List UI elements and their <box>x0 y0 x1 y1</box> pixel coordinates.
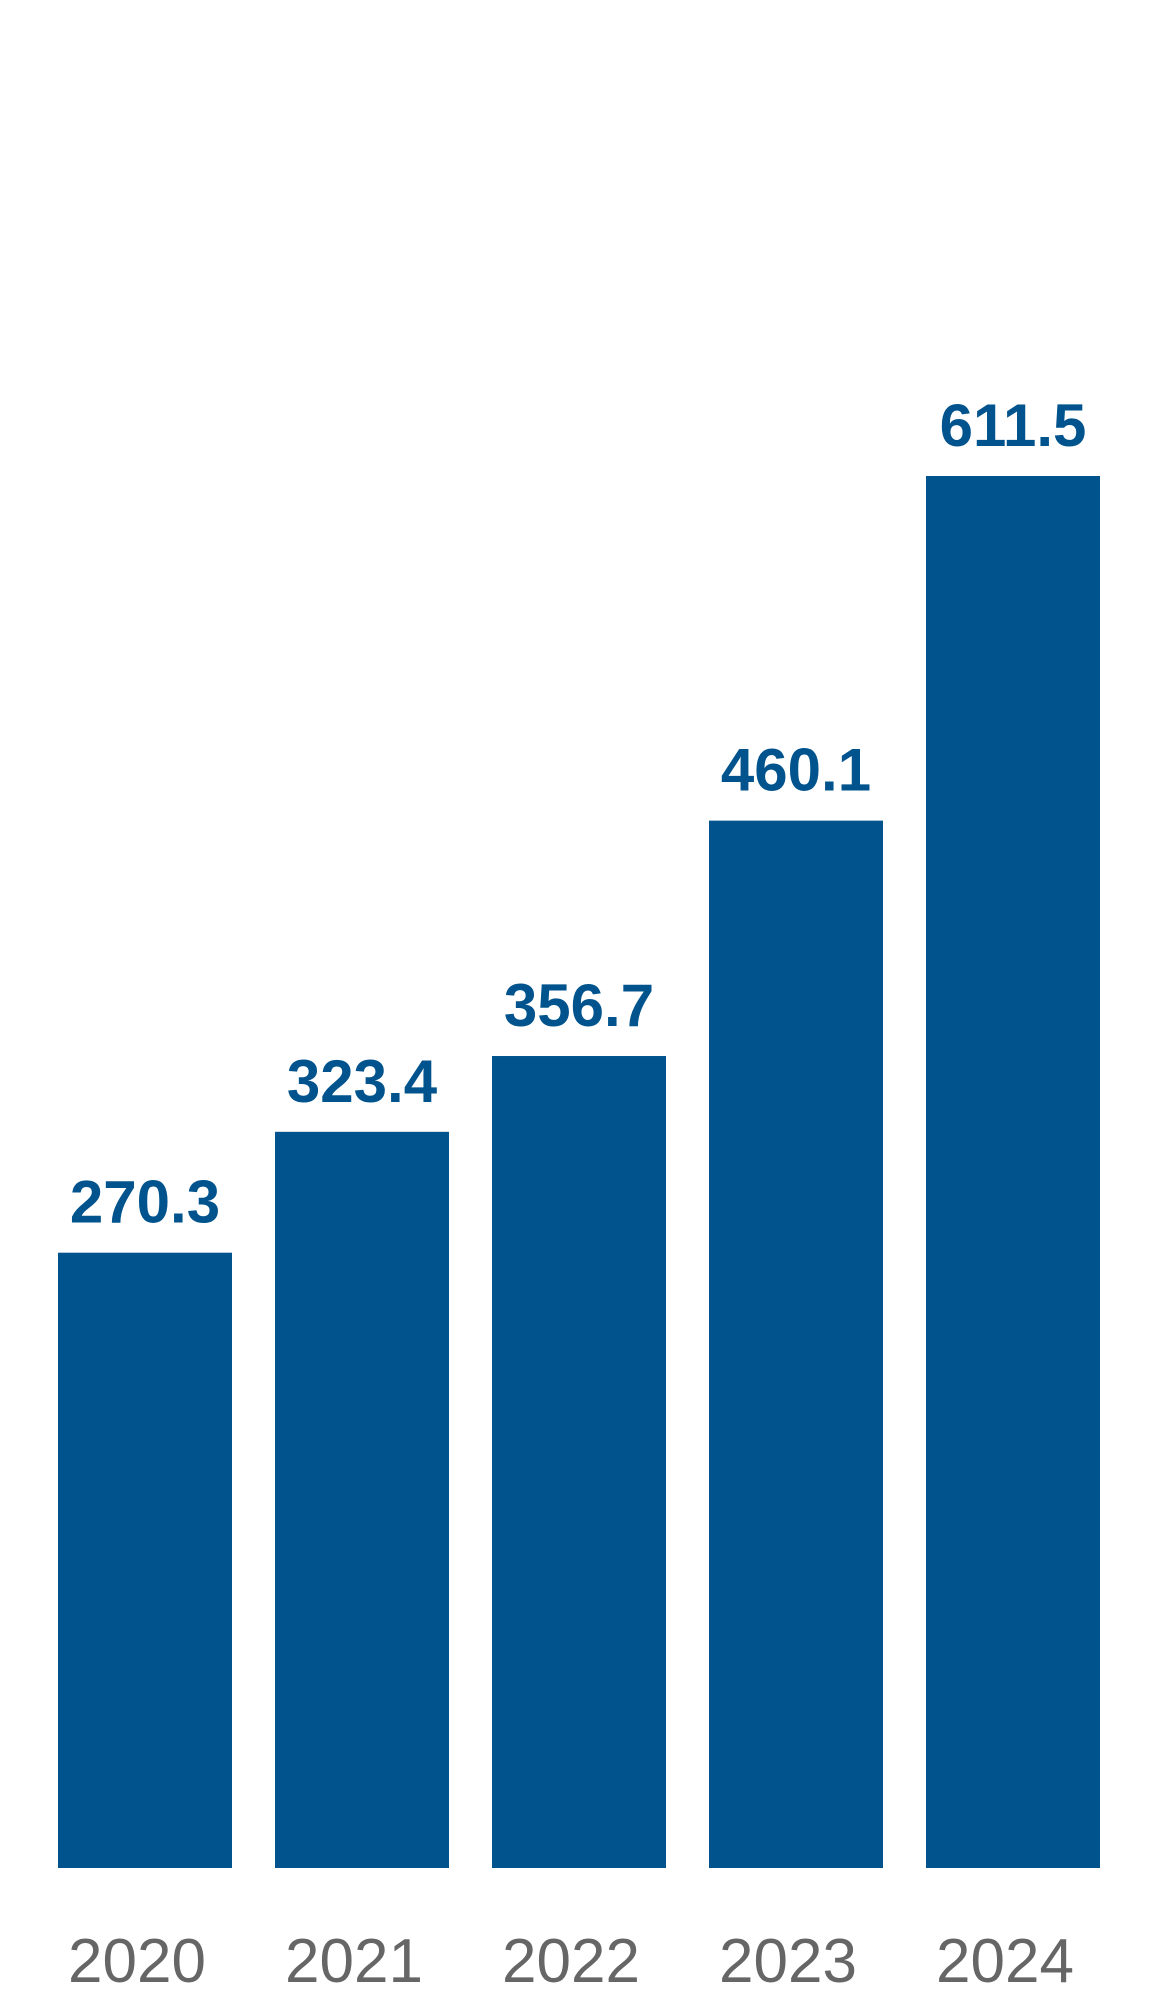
bar-2024 <box>926 476 1100 1868</box>
bar-2022 <box>492 1056 666 1868</box>
x-tick-label-2023: 2023 <box>719 1927 857 1996</box>
data-label-2022: 356.7 <box>504 972 654 1039</box>
bars-group <box>58 476 1100 1868</box>
x-tick-label-2020: 2020 <box>68 1927 206 1996</box>
x-tick-label-2022: 2022 <box>502 1927 640 1996</box>
data-label-2023: 460.1 <box>721 737 871 804</box>
bar-2023 <box>709 820 883 1868</box>
bar-2021 <box>275 1131 449 1868</box>
bar-2020 <box>58 1252 232 1868</box>
x-axis-tick-labels: 2020 2021 2022 2023 2024 <box>68 1927 1074 1996</box>
x-tick-label-2024: 2024 <box>936 1927 1074 1996</box>
data-label-2020: 270.3 <box>70 1169 220 1236</box>
data-label-2021: 323.4 <box>287 1048 438 1115</box>
value-labels-group: 270.3 323.4 356.7 460.1 611.5 <box>70 392 1087 1236</box>
data-label-2024: 611.5 <box>940 392 1087 459</box>
x-tick-label-2021: 2021 <box>285 1927 423 1996</box>
